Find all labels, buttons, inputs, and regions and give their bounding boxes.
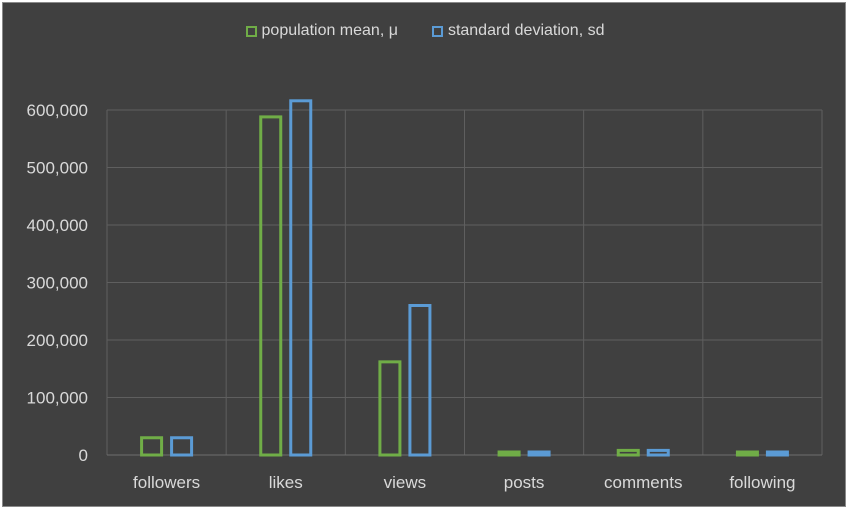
bar-mean-followers	[140, 436, 164, 457]
x-tick-label: followers	[133, 473, 200, 492]
bar-mean-comments	[616, 448, 640, 457]
bar-sd-followers	[170, 436, 194, 457]
y-tick-label: 400,000	[27, 216, 88, 235]
legend-item-mean: population mean, μ	[245, 22, 398, 40]
bar-mean-posts	[497, 450, 521, 457]
y-tick-label: 500,000	[27, 159, 88, 178]
y-tick-label: 100,000	[27, 389, 88, 408]
bar-sd-posts	[527, 450, 551, 457]
legend-swatch-sd	[431, 25, 443, 37]
y-tick-label: 0	[79, 446, 88, 465]
x-tick-label: comments	[604, 473, 682, 492]
x-tick-label: likes	[269, 473, 303, 492]
x-tick-label: posts	[504, 473, 545, 492]
bar-mean-views	[378, 360, 402, 457]
bar-mean-likes	[259, 115, 283, 457]
x-tick-label: views	[384, 473, 427, 492]
legend-swatch-mean	[245, 25, 257, 37]
y-tick-label: 600,000	[27, 101, 88, 120]
legend-item-sd: standard deviation, sd	[431, 22, 605, 40]
bar-sd-likes	[289, 99, 313, 457]
y-tick-label: 300,000	[27, 274, 88, 293]
legend-label-mean: population mean, μ	[261, 22, 398, 39]
x-tick-label: following	[729, 473, 795, 492]
bar-mean-following	[735, 450, 759, 457]
bar-sd-views	[408, 304, 432, 457]
bar-sd-comments	[646, 448, 670, 457]
chart-legend: population mean, μ standard deviation, s…	[0, 22, 850, 40]
bar-sd-following	[765, 450, 789, 457]
legend-label-sd: standard deviation, sd	[447, 22, 605, 39]
y-tick-label: 200,000	[27, 331, 88, 350]
